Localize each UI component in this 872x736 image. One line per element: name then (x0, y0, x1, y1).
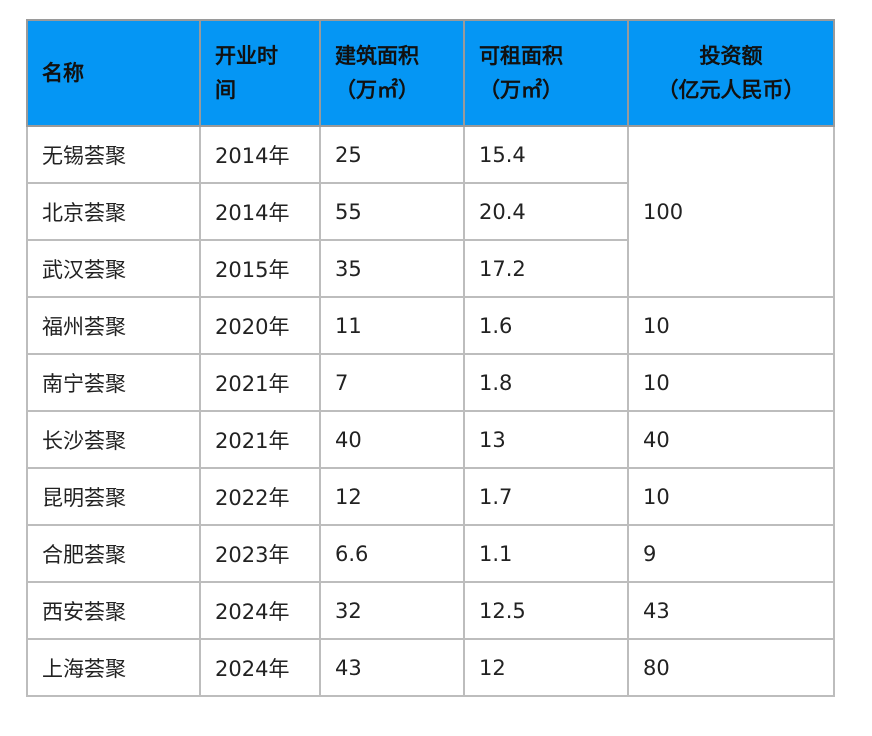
cell-name: 南宁荟聚 (26, 353, 201, 412)
cell-build: 40 (319, 410, 465, 469)
cell-lease: 1.7 (463, 467, 629, 526)
cell-invest: 9 (627, 524, 835, 583)
header-building-area: 建筑面积 （万㎡） (319, 19, 465, 127)
cell-open: 2022年 (199, 467, 321, 526)
header-row: 名称 开业时间 建筑面积 （万㎡） 可租面积 （万㎡） 投资额 （亿元人民币） (26, 19, 835, 127)
cell-invest: 10 (627, 353, 835, 412)
cell-lease: 17.2 (463, 239, 629, 298)
cell-invest: 40 (627, 410, 835, 469)
cell-open: 2024年 (199, 581, 321, 640)
cell-lease: 12.5 (463, 581, 629, 640)
cell-lease: 12 (463, 638, 629, 697)
cell-lease: 1.6 (463, 296, 629, 355)
cell-build: 6.6 (319, 524, 465, 583)
table-row: 西安荟聚 2024年 32 12.5 43 (26, 581, 835, 640)
cell-invest: 43 (627, 581, 835, 640)
cell-open: 2014年 (199, 182, 321, 241)
cell-open: 2020年 (199, 296, 321, 355)
table-row: 武汉荟聚 2015年 35 17.2 (26, 239, 834, 298)
cell-build: 55 (319, 182, 465, 241)
cell-build: 32 (319, 581, 465, 640)
cell-open: 2021年 (199, 353, 321, 412)
cell-lease: 1.8 (463, 353, 629, 412)
cell-name: 福州荟聚 (26, 296, 201, 355)
cell-open: 2014年 (199, 125, 321, 184)
cell-name: 昆明荟聚 (26, 467, 201, 526)
table-row: 昆明荟聚 2022年 12 1.7 10 (26, 467, 835, 526)
cell-build: 35 (319, 239, 465, 298)
cell-invest: 80 (627, 638, 835, 697)
cell-build: 12 (319, 467, 465, 526)
cell-name: 上海荟聚 (26, 638, 201, 697)
table-row: 无锡荟聚 2014年 25 15.4 100 (26, 125, 835, 298)
table-row: 上海荟聚 2024年 43 12 80 (26, 638, 835, 697)
header-name: 名称 (26, 19, 201, 127)
cell-invest-merged: 100 (627, 125, 835, 298)
cell-lease: 13 (463, 410, 629, 469)
header-open-time: 开业时间 (199, 19, 321, 127)
table-row: 合肥荟聚 2023年 6.6 1.1 9 (26, 524, 835, 583)
cell-name: 北京荟聚 (26, 182, 201, 241)
cell-open: 2015年 (199, 239, 321, 298)
cell-lease: 15.4 (463, 125, 629, 184)
cell-lease: 1.1 (463, 524, 629, 583)
cell-build: 43 (319, 638, 465, 697)
cell-invest: 10 (627, 467, 835, 526)
cell-open: 2024年 (199, 638, 321, 697)
cell-build: 7 (319, 353, 465, 412)
table-row: 南宁荟聚 2021年 7 1.8 10 (26, 353, 835, 412)
table-row: 长沙荟聚 2021年 40 13 40 (26, 410, 835, 469)
cell-name: 长沙荟聚 (26, 410, 201, 469)
cell-invest: 10 (627, 296, 835, 355)
cell-name: 武汉荟聚 (26, 239, 201, 298)
cell-open: 2023年 (199, 524, 321, 583)
table-row: 北京荟聚 2014年 55 20.4 (26, 182, 834, 241)
header-investment: 投资额 （亿元人民币） (627, 19, 835, 127)
cell-name: 无锡荟聚 (26, 125, 201, 184)
cell-name: 合肥荟聚 (26, 524, 201, 583)
cell-lease: 20.4 (463, 182, 629, 241)
cell-open: 2021年 (199, 410, 321, 469)
mall-table: 名称 开业时间 建筑面积 （万㎡） 可租面积 （万㎡） 投资额 （亿元人民币） 无锡荟… (26, 19, 835, 697)
cell-name: 西安荟聚 (26, 581, 201, 640)
header-leasable-area: 可租面积 （万㎡） (463, 19, 629, 127)
table-row: 福州荟聚 2020年 11 1.6 10 (26, 296, 835, 355)
cell-build: 11 (319, 296, 465, 355)
cell-build: 25 (319, 125, 465, 184)
